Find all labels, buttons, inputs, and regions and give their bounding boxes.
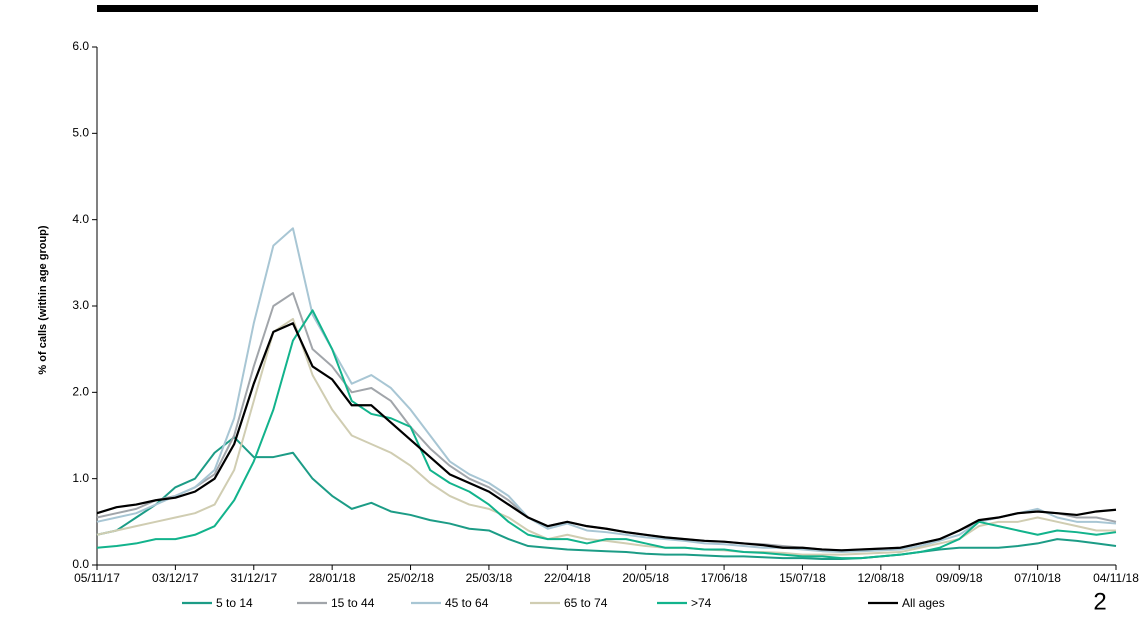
y-tick-label: 6.0 <box>72 39 89 53</box>
series-line <box>96 309 1117 560</box>
y-tick-label: 2.0 <box>72 385 89 399</box>
series-line <box>96 292 1117 552</box>
x-tick-label: 05/11/17 <box>74 571 120 585</box>
y-tick-label: 5.0 <box>72 126 89 140</box>
x-tick-label: 31/12/17 <box>230 571 277 585</box>
legend-label: 5 to 14 <box>216 596 253 610</box>
legend-label: All ages <box>902 596 945 610</box>
x-tick-label: 03/12/17 <box>152 571 199 585</box>
y-axis-label: % of calls (within age group) <box>37 225 49 374</box>
x-tick-label: 04/11/18 <box>1093 571 1139 585</box>
y-tick-label: 1.0 <box>72 471 89 485</box>
x-tick-label: 09/09/18 <box>936 571 983 585</box>
series-line <box>96 317 1116 556</box>
x-tick-label: 12/08/18 <box>857 571 904 585</box>
y-tick-label: 3.0 <box>72 298 89 312</box>
legend-label: 15 to 44 <box>331 596 375 610</box>
x-tick-label: 22/04/18 <box>544 571 591 585</box>
page-number: 2 <box>1093 588 1106 614</box>
series-line <box>96 436 1117 560</box>
x-tick-label: 07/10/18 <box>1014 571 1061 585</box>
x-tick-label: 25/02/18 <box>387 571 434 585</box>
x-tick-label: 28/01/18 <box>309 571 356 585</box>
series-line <box>96 227 1117 554</box>
series-line <box>96 322 1117 552</box>
header-bar <box>97 5 1038 12</box>
x-tick-label: 15/07/18 <box>779 571 826 585</box>
x-tick-label: 25/03/18 <box>466 571 513 585</box>
legend-label: 45 to 64 <box>445 596 489 610</box>
x-tick-label: 20/05/18 <box>622 571 669 585</box>
x-tick-label: 17/06/18 <box>701 571 748 585</box>
legend-label: 65 to 74 <box>564 596 608 610</box>
y-tick-label: 0.0 <box>72 557 89 571</box>
y-tick-label: 4.0 <box>72 212 89 226</box>
legend-label: >74 <box>691 596 712 610</box>
